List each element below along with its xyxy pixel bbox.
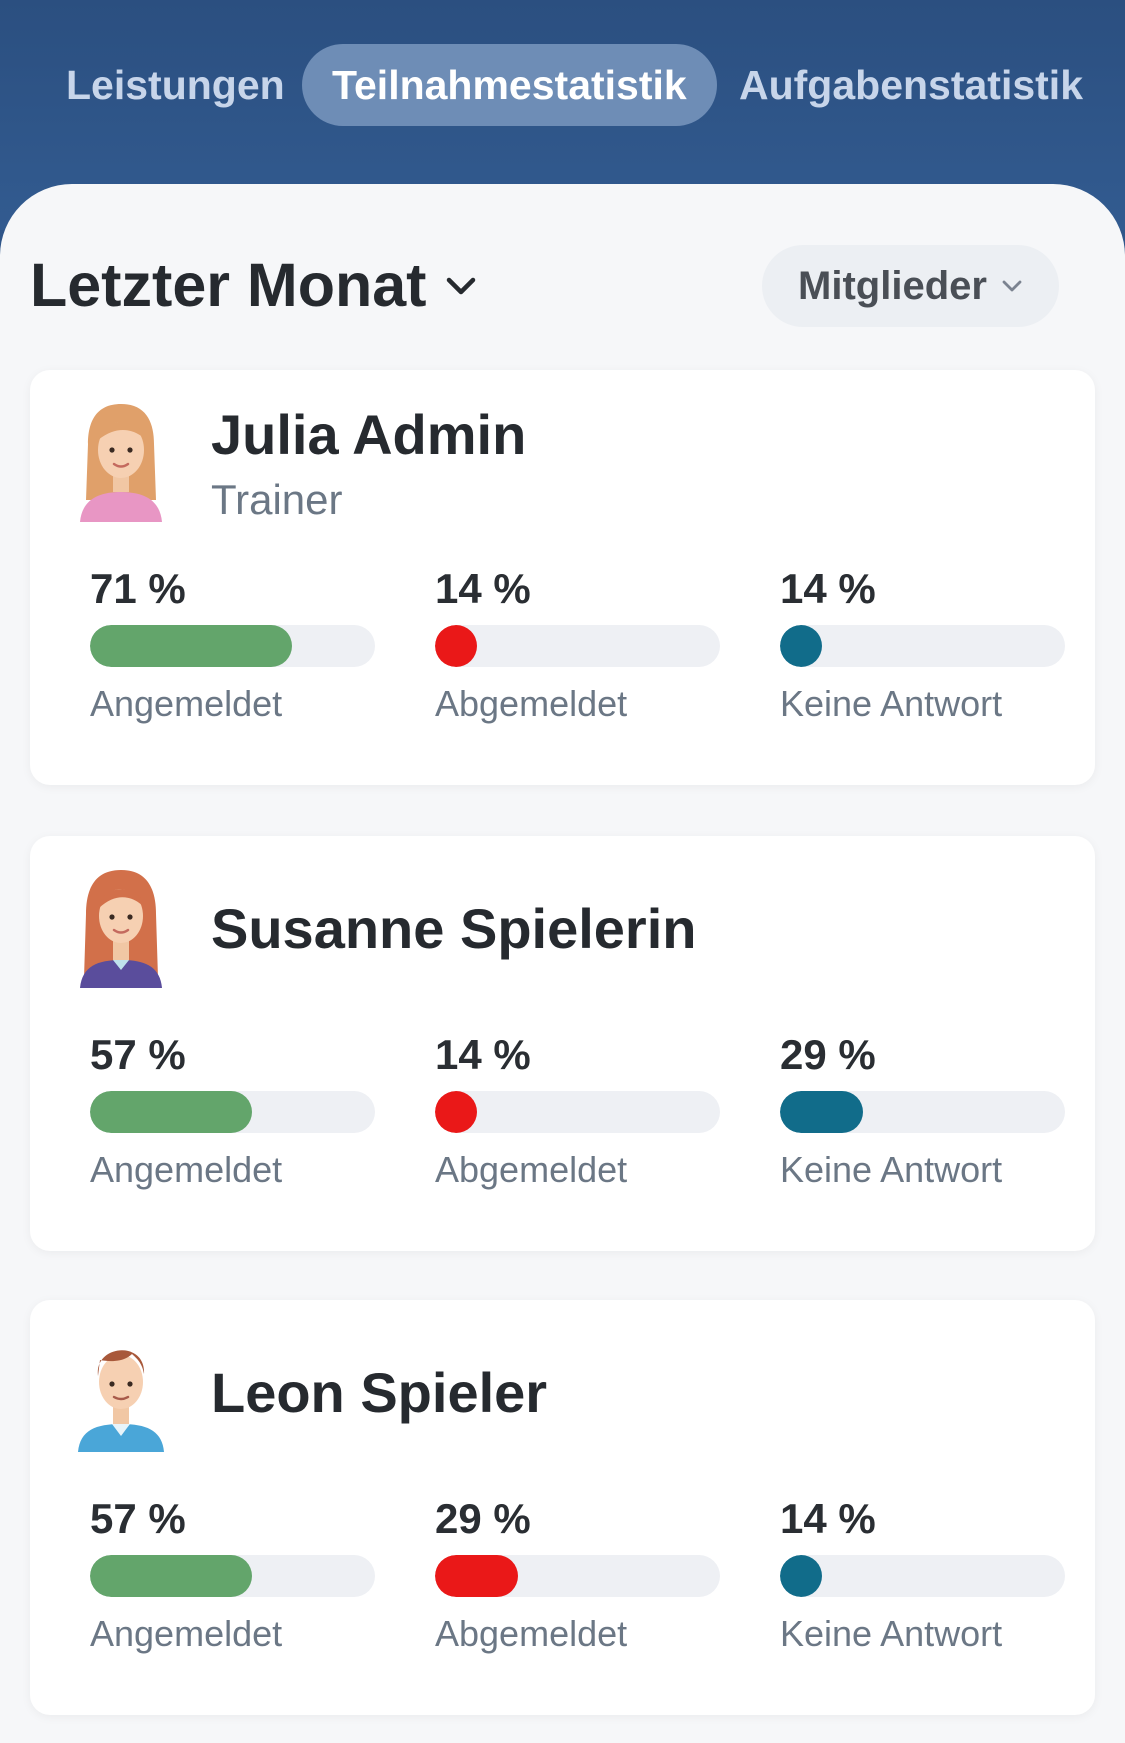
stat-value: 29 % <box>435 1495 531 1542</box>
progress-bar-deregistered <box>435 1091 477 1133</box>
progress-bar-registered <box>90 625 293 667</box>
period-label: Letzter Monat <box>30 251 427 319</box>
progress-track <box>90 1091 375 1133</box>
progress-bar-deregistered <box>435 625 477 667</box>
member-role: Trainer <box>211 476 343 523</box>
progress-bar-no-answer <box>780 1091 863 1133</box>
filter-label: Mitglieder <box>798 263 987 308</box>
stat-label: Angemeldet <box>90 683 283 724</box>
progress-track <box>780 625 1065 667</box>
progress-track <box>435 625 720 667</box>
stat-label: Keine Antwort <box>780 1613 1003 1654</box>
stat-value: 29 % <box>780 1031 876 1078</box>
stat-deregistered: 14 % Abgemeldet <box>435 563 720 725</box>
progress-bar-deregistered <box>435 1555 518 1597</box>
progress-track <box>90 625 375 667</box>
member-name: Susanne Spielerin <box>211 897 697 960</box>
stat-registered: 71 % Angemeldet <box>90 563 375 725</box>
stat-value: 57 % <box>90 1031 186 1078</box>
stat-value: 57 % <box>90 1495 186 1542</box>
progress-bar-no-answer <box>780 1555 822 1597</box>
member-card[interactable]: Susanne Spielerin 57 % Angemeldet 14 % A… <box>30 836 1095 1251</box>
stat-value: 14 % <box>780 565 876 612</box>
member-name: Leon Spieler <box>211 1361 548 1424</box>
progress-track <box>780 1091 1065 1133</box>
chevron-down-icon <box>1001 279 1023 298</box>
female-avatar-icon <box>76 400 166 522</box>
progress-bar-registered <box>90 1555 253 1597</box>
stat-label: Abgemeldet <box>435 1613 628 1654</box>
stat-label: Angemeldet <box>90 1613 283 1654</box>
tab-aufgabenstatistik[interactable]: Aufgabenstatistik <box>739 62 1083 108</box>
chevron-down-icon <box>445 275 477 302</box>
stat-registered: 57 % Angemeldet <box>90 1493 375 1655</box>
progress-track <box>90 1555 375 1597</box>
stat-no-answer: 14 % Keine Antwort <box>780 1493 1065 1655</box>
progress-track <box>435 1555 720 1597</box>
member-card[interactable]: Julia Admin Trainer 71 % Angemeldet 14 %… <box>30 370 1095 785</box>
male-avatar-icon <box>76 1330 166 1452</box>
tab-leistungen[interactable]: Leistungen <box>66 62 285 108</box>
progress-track <box>780 1555 1065 1597</box>
tab-teilnahmestatistik[interactable]: Teilnahmestatistik <box>302 44 717 126</box>
member-card[interactable]: Leon Spieler 57 % Angemeldet 29 % Abgeme… <box>30 1300 1095 1715</box>
stat-deregistered: 29 % Abgemeldet <box>435 1493 720 1655</box>
stat-deregistered: 14 % Abgemeldet <box>435 1029 720 1191</box>
stat-label: Keine Antwort <box>780 683 1003 724</box>
stat-no-answer: 14 % Keine Antwort <box>780 563 1065 725</box>
female-avatar-icon <box>76 866 166 988</box>
stat-no-answer: 29 % Keine Antwort <box>780 1029 1065 1191</box>
progress-bar-no-answer <box>780 625 822 667</box>
stat-value: 14 % <box>435 565 531 612</box>
tab-bar: Leistungen Teilnahmestatistik Aufgabenst… <box>0 44 1125 126</box>
stat-value: 14 % <box>435 1031 531 1078</box>
stat-label: Keine Antwort <box>780 1149 1003 1190</box>
members-filter-dropdown[interactable]: Mitglieder <box>762 245 1059 327</box>
stat-value: 14 % <box>780 1495 876 1542</box>
stat-label: Abgemeldet <box>435 683 628 724</box>
stat-value: 71 % <box>90 565 186 612</box>
stat-label: Angemeldet <box>90 1149 283 1190</box>
member-name: Julia Admin <box>211 403 527 466</box>
stat-label: Abgemeldet <box>435 1149 628 1190</box>
progress-bar-registered <box>90 1091 253 1133</box>
progress-track <box>435 1091 720 1133</box>
stat-registered: 57 % Angemeldet <box>90 1029 375 1191</box>
period-selector[interactable]: Letzter Monat <box>30 249 477 321</box>
